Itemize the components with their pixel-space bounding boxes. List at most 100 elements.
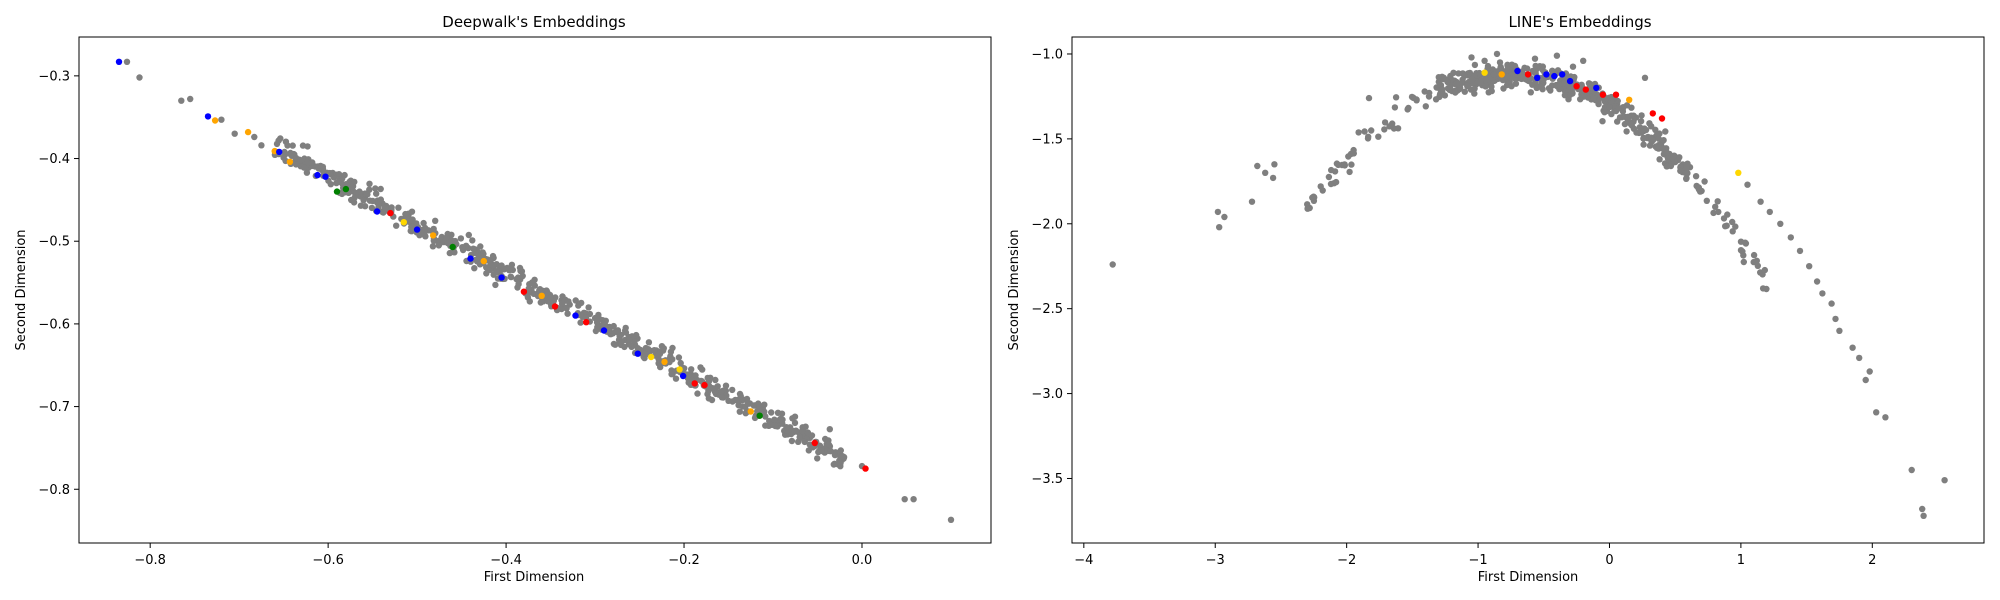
line-gray-point [1590, 94, 1597, 102]
deepwalk-gray-point [473, 257, 481, 265]
line-gray-point [1828, 300, 1835, 307]
line-gray-point [1464, 82, 1472, 89]
deepwalk-red-point [862, 465, 869, 472]
deepwalk-green-point [342, 185, 350, 193]
line-gray-point [1536, 83, 1543, 90]
deepwalk-gray-point [669, 344, 676, 352]
deepwalk-gray-point [801, 438, 808, 446]
line-gray-point [1381, 126, 1388, 133]
deepwalk-gray-point [486, 257, 493, 265]
deepwalk-y-tick-label: −0.4 [38, 152, 70, 167]
line-gray-point [1722, 223, 1729, 230]
deepwalk-gray-point [826, 426, 833, 433]
line-gray-point [1365, 94, 1373, 102]
deepwalk-axes-frame [78, 36, 992, 544]
deepwalk-gray-point [492, 281, 499, 289]
line-gray-point [1214, 208, 1222, 216]
deepwalk-gray-point [304, 143, 311, 150]
line-gray-point [1703, 197, 1711, 204]
line-red-point [1582, 86, 1590, 93]
deepwalk-gray-point [699, 366, 706, 373]
line-yellow-point [1481, 69, 1488, 76]
deepwalk-red-point [811, 439, 818, 447]
deepwalk-blue-point [679, 372, 687, 380]
line-gray-point [1832, 315, 1839, 323]
line-gray-point [1497, 65, 1504, 73]
line-gray-point [1655, 135, 1662, 142]
deepwalk-gray-point [562, 304, 570, 311]
line-gray-point [1532, 62, 1539, 70]
line-gray-point [1381, 119, 1389, 126]
deepwalk-gray-point [788, 437, 796, 445]
line-gray-point [1640, 134, 1647, 142]
line-gray-point [1757, 198, 1764, 205]
line-gray-point [1677, 167, 1684, 175]
line-points [1109, 50, 1948, 519]
deepwalk-gray-point [360, 197, 367, 204]
line-gray-point [1633, 129, 1640, 136]
deepwalk-gray-point [605, 327, 612, 334]
deepwalk-gray-point [422, 233, 429, 240]
line-gray-point [1866, 368, 1873, 375]
deepwalk-gray-point [655, 355, 662, 362]
deepwalk-gray-point [594, 324, 601, 331]
deepwalk-gray-point [694, 390, 701, 397]
line-gray-point [1569, 63, 1577, 70]
deepwalk-gray-point [675, 354, 683, 361]
line-gray-point [1660, 137, 1667, 144]
line-gray-point [1452, 89, 1459, 96]
line-gray-point [1271, 161, 1278, 168]
deepwalk-gray-point [136, 74, 143, 81]
deepwalk-gray-point [459, 244, 466, 251]
deepwalk-gray-point [910, 496, 917, 503]
line-y-tick-label: −2.0 [1031, 217, 1063, 232]
deepwalk-gray-point [452, 237, 459, 245]
line-gray-point [1712, 203, 1719, 210]
line-gray-point [1882, 414, 1889, 421]
line-gray-point [1345, 153, 1352, 160]
deepwalk-gray-point [123, 58, 131, 65]
deepwalk-x-tick-label: −0.6 [312, 553, 344, 568]
deepwalk-gray-point [577, 319, 584, 326]
deepwalk-gray-point [789, 415, 796, 422]
line-gray-point [1663, 149, 1671, 156]
line-blue-point [1593, 84, 1600, 92]
deepwalk-gray-point [292, 161, 300, 168]
deepwalk-gray-point [350, 199, 358, 206]
deepwalk-gray-point [526, 298, 533, 305]
line-gray-point [1375, 133, 1382, 140]
deepwalk-gray-point [614, 328, 622, 335]
deepwalk-gray-point [558, 300, 566, 308]
line-gray-point [1836, 327, 1843, 334]
line-gray-point [1490, 71, 1498, 78]
deepwalk-gray-point [655, 360, 662, 367]
line-gray-point [1662, 128, 1669, 135]
line-x-axis-label: First Dimension [1478, 570, 1579, 585]
line-gray-point [1508, 61, 1516, 68]
deepwalk-gray-point [327, 181, 334, 188]
line-gray-point [1740, 252, 1747, 259]
deepwalk-gray-point [762, 422, 769, 429]
deepwalk-gray-point [565, 298, 572, 305]
line-gray-point [1422, 103, 1430, 110]
deepwalk-gray-point [258, 142, 265, 149]
deepwalk-gray-point [373, 190, 380, 197]
deepwalk-gray-point [768, 421, 776, 428]
line-orange-point [1626, 96, 1633, 104]
line-x-tick-label: 0 [1605, 553, 1613, 568]
deepwalk-gray-point [640, 350, 648, 357]
deepwalk-blue-point [322, 173, 329, 180]
deepwalk-gray-point [778, 410, 786, 417]
deepwalk-gray-point [618, 338, 625, 345]
deepwalk-gray-point [402, 210, 409, 218]
line-gray-point [1720, 215, 1728, 222]
line-gray-point [1659, 145, 1666, 152]
line-gray-point [1390, 125, 1398, 132]
line-gray-point [1500, 85, 1507, 92]
deepwalk-gray-point [326, 169, 333, 177]
line-gray-point [1766, 208, 1774, 216]
line-gray-point [1715, 208, 1722, 216]
line-gray-point [1503, 67, 1511, 74]
deepwalk-gray-point [575, 302, 582, 309]
line-gray-point [1676, 154, 1683, 161]
